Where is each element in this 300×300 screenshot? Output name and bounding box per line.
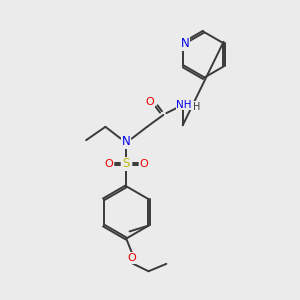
Text: H: H (193, 102, 200, 112)
Text: O: O (146, 98, 154, 107)
Text: N: N (181, 37, 189, 50)
Text: S: S (122, 158, 130, 170)
Text: O: O (104, 159, 113, 169)
Text: O: O (140, 159, 148, 169)
Text: O: O (128, 253, 136, 263)
Text: NH: NH (176, 100, 192, 110)
Text: N: N (122, 135, 130, 148)
